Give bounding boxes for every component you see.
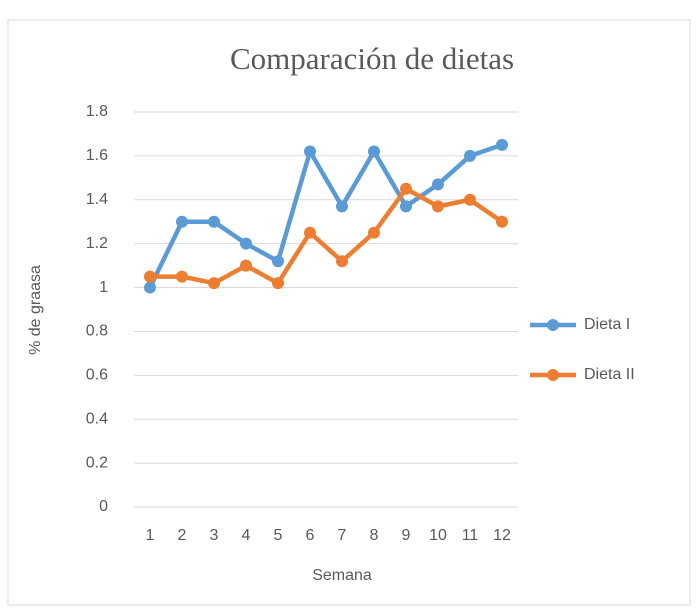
data-point <box>368 145 380 158</box>
legend-marker <box>547 319 559 331</box>
x-tick-label: 5 <box>274 527 283 544</box>
data-point <box>464 149 476 162</box>
x-tick-label: 7 <box>338 527 347 544</box>
y-tick-label: 0.2 <box>86 454 108 471</box>
data-point <box>176 270 188 283</box>
data-point <box>336 255 348 268</box>
y-tick-label: 0.4 <box>86 410 108 427</box>
data-point <box>496 215 508 228</box>
x-tick-label: 9 <box>402 527 411 544</box>
x-tick-label: 6 <box>306 527 315 544</box>
data-point <box>496 138 508 151</box>
data-point <box>240 237 252 250</box>
x-tick-label: 2 <box>178 527 187 544</box>
y-tick-label: 1.6 <box>86 147 108 164</box>
data-point <box>304 145 316 158</box>
y-tick-label: 1 <box>99 279 108 296</box>
data-point <box>432 200 444 213</box>
x-tick-label: 1 <box>146 527 155 544</box>
y-tick-label: 1.4 <box>86 191 108 208</box>
y-tick-label: 1.8 <box>86 103 108 120</box>
data-point <box>240 259 252 272</box>
data-point <box>336 200 348 213</box>
data-point <box>208 277 220 290</box>
y-tick-label: 0.6 <box>86 367 108 384</box>
data-point <box>272 277 284 290</box>
data-point <box>144 270 156 283</box>
chart-title: Comparación de dietas <box>230 41 514 76</box>
y-tick-label: 1.2 <box>86 235 108 252</box>
data-point <box>432 178 444 191</box>
chart-border <box>7 19 691 606</box>
y-tick-label: 0.8 <box>86 323 108 340</box>
x-tick-label: 8 <box>370 527 379 544</box>
x-tick-label: 4 <box>242 527 251 544</box>
data-point <box>464 193 476 206</box>
data-point <box>304 226 316 239</box>
data-point <box>176 215 188 228</box>
data-point <box>208 215 220 228</box>
data-point <box>144 281 156 294</box>
x-tick-label: 11 <box>462 527 479 544</box>
y-tick-label: 0 <box>99 498 108 515</box>
legend-label: Dieta II <box>584 366 635 383</box>
x-tick-label: 10 <box>429 527 447 544</box>
legend-label: Dieta I <box>584 316 630 333</box>
data-point <box>400 200 412 213</box>
x-tick-label: 12 <box>493 527 511 544</box>
data-point <box>272 255 284 268</box>
data-point <box>400 182 412 195</box>
data-point <box>368 226 380 239</box>
x-tick-label: 3 <box>210 527 219 544</box>
legend-marker <box>547 369 559 381</box>
x-axis-title: Semana <box>312 567 372 584</box>
y-axis-title: % de graasa <box>27 265 44 355</box>
